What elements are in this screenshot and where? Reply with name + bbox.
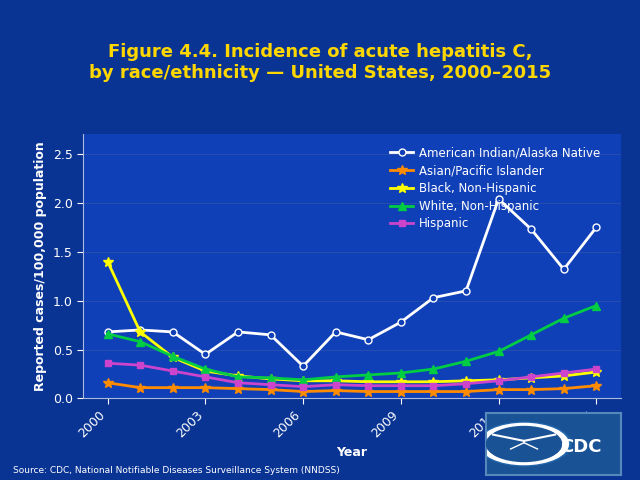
Circle shape (479, 423, 568, 465)
X-axis label: Year: Year (337, 446, 367, 459)
Y-axis label: Reported cases/100,000 population: Reported cases/100,000 population (34, 142, 47, 391)
Text: Figure 4.4. Incidence of acute hepatitis C,
by race/ethnicity — United States, 2: Figure 4.4. Incidence of acute hepatitis… (89, 43, 551, 82)
Legend: American Indian/Alaska Native, Asian/Pacific Islander, Black, Non-Hispanic, Whit: American Indian/Alaska Native, Asian/Pac… (387, 143, 604, 234)
Text: Source: CDC, National Notifiable Diseases Surveillance System (NNDSS): Source: CDC, National Notifiable Disease… (13, 466, 340, 475)
Circle shape (486, 427, 562, 461)
Circle shape (477, 422, 571, 466)
Text: CDC: CDC (560, 438, 601, 456)
